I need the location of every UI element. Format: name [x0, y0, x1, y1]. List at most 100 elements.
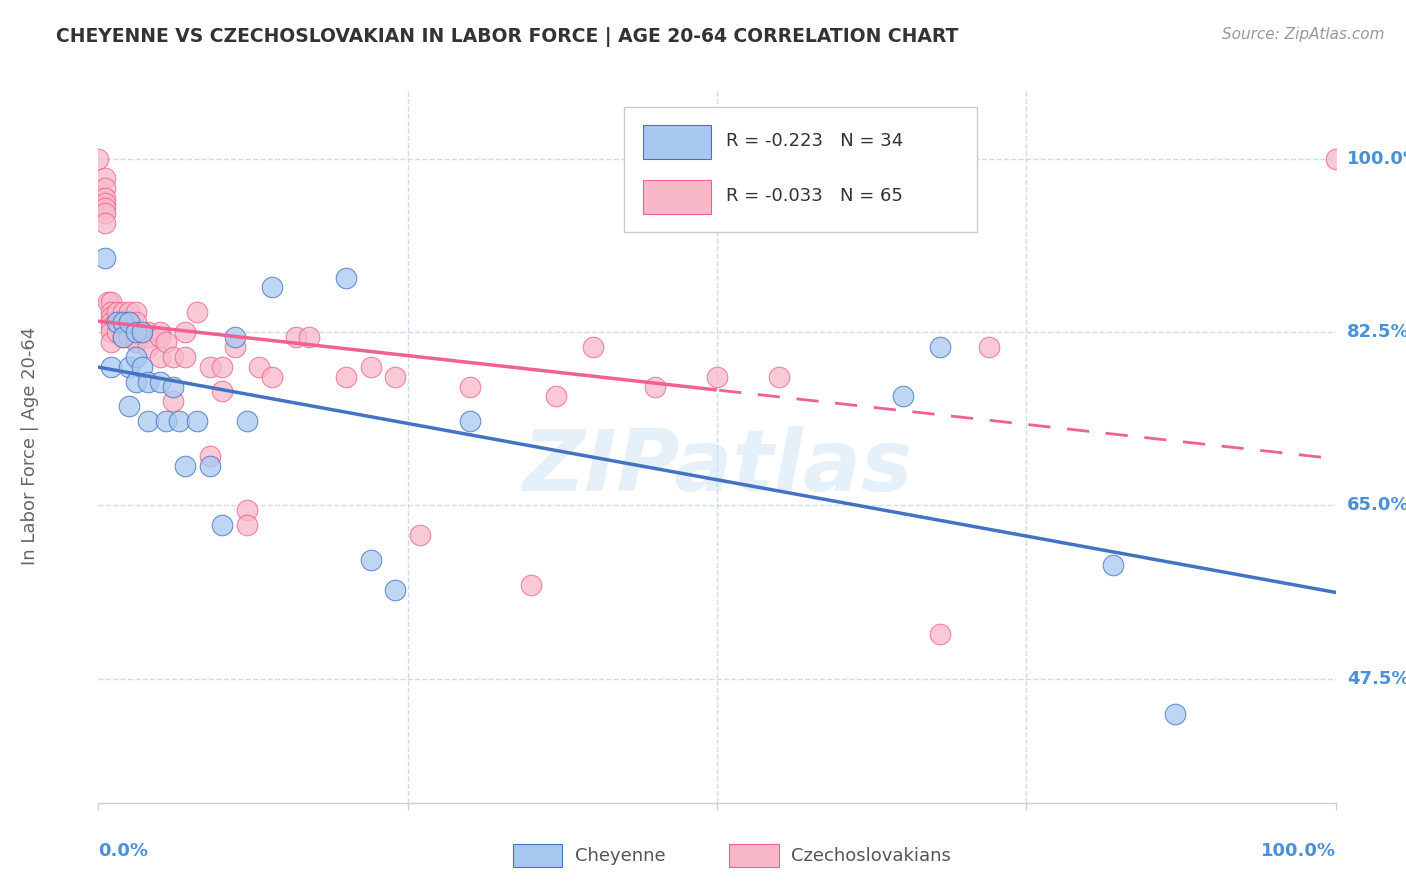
Point [100, 315, 122, 329]
Point [149, 330, 172, 344]
Point [211, 384, 233, 399]
Text: Cheyenne: Cheyenne [575, 847, 665, 864]
Point [155, 334, 177, 349]
Bar [643, 125, 711, 159]
Point [112, 330, 135, 344]
Text: 82.5%: 82.5% [1347, 323, 1406, 341]
Point [124, 350, 146, 364]
Point [162, 379, 184, 393]
Point [979, 340, 1001, 354]
Point [131, 325, 153, 339]
Point [236, 518, 259, 533]
Point [93, 191, 115, 205]
Point [167, 414, 190, 428]
Point [409, 528, 432, 542]
Point [93, 181, 115, 195]
Point [93, 206, 115, 220]
Point [124, 375, 146, 389]
Point [149, 325, 172, 339]
Point [458, 379, 481, 393]
Point [155, 414, 177, 428]
Point [198, 359, 221, 374]
Point [93, 251, 115, 265]
Point [100, 305, 122, 319]
Point [136, 340, 159, 354]
Point [93, 201, 115, 215]
Point [118, 400, 141, 414]
Bar [643, 180, 711, 214]
Text: Czechoslovakians: Czechoslovakians [792, 847, 952, 864]
Point [211, 518, 233, 533]
Point [224, 330, 246, 344]
Point [198, 449, 221, 463]
Point [97, 295, 120, 310]
Text: R = -0.033   N = 65: R = -0.033 N = 65 [725, 187, 903, 205]
Text: CHEYENNE VS CZECHOSLOVAKIAN IN LABOR FORCE | AGE 20-64 CORRELATION CHART: CHEYENNE VS CZECHOSLOVAKIAN IN LABOR FOR… [56, 27, 959, 46]
Point [100, 310, 122, 325]
Point [224, 340, 246, 354]
Point [768, 369, 790, 384]
Point [458, 414, 481, 428]
Text: 100.0%: 100.0% [1261, 842, 1336, 860]
Point [112, 305, 135, 319]
Point [136, 375, 159, 389]
Point [93, 196, 115, 211]
Point [149, 350, 172, 364]
Point [87, 191, 110, 205]
Point [546, 389, 568, 403]
Point [87, 152, 110, 166]
Point [198, 458, 221, 473]
Point [174, 350, 197, 364]
Point [384, 582, 406, 597]
Point [247, 359, 270, 374]
Point [100, 334, 122, 349]
Point [644, 379, 666, 393]
Point [260, 369, 283, 384]
Point [112, 315, 135, 329]
Point [118, 315, 141, 329]
Text: 65.0%: 65.0% [1347, 497, 1406, 515]
Point [706, 369, 728, 384]
Point [582, 340, 605, 354]
Point [162, 394, 184, 409]
Point [136, 330, 159, 344]
Point [360, 553, 382, 567]
Point [136, 325, 159, 339]
Point [100, 325, 122, 339]
Point [520, 578, 543, 592]
Text: R = -0.223   N = 34: R = -0.223 N = 34 [725, 132, 903, 150]
Point [174, 325, 197, 339]
Point [211, 359, 233, 374]
Point [118, 315, 141, 329]
Point [1164, 706, 1187, 721]
Point [928, 627, 950, 641]
Point [1324, 152, 1347, 166]
Point [100, 320, 122, 334]
Point [260, 280, 283, 294]
Point [285, 330, 308, 344]
FancyBboxPatch shape [624, 107, 977, 232]
Point [93, 171, 115, 186]
Bar [513, 844, 562, 867]
Point [384, 369, 406, 384]
Point [105, 305, 128, 319]
Text: 100.0%: 100.0% [1347, 150, 1406, 168]
Point [174, 458, 197, 473]
Point [186, 305, 208, 319]
Text: 0.0%: 0.0% [98, 842, 149, 860]
Bar [730, 844, 779, 867]
Point [112, 330, 135, 344]
Point [124, 325, 146, 339]
Point [1102, 558, 1125, 572]
Point [131, 359, 153, 374]
Point [236, 503, 259, 517]
Point [105, 315, 128, 329]
Point [149, 375, 172, 389]
Point [136, 414, 159, 428]
Point [124, 334, 146, 349]
Point [335, 369, 357, 384]
Point [118, 359, 141, 374]
Point [118, 330, 141, 344]
Point [335, 270, 357, 285]
Point [360, 359, 382, 374]
